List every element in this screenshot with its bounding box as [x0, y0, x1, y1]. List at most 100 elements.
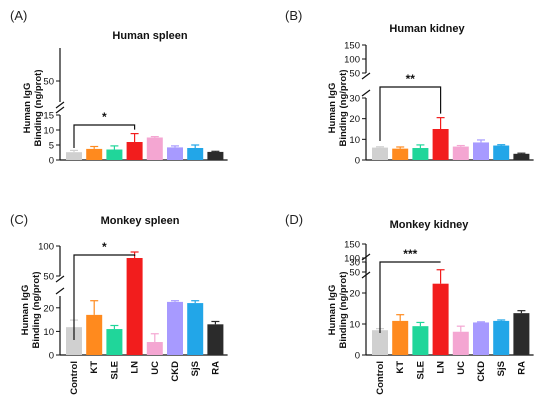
bar-control: [66, 152, 82, 160]
bar-kt: [86, 314, 103, 355]
x-tick-label: Control: [375, 361, 386, 395]
significance-marker: **: [406, 72, 416, 86]
y-axis-label-line2: Binding (ng/prot): [338, 271, 349, 348]
y-tick-label: 30: [349, 258, 360, 269]
panel-label: (C): [10, 212, 28, 227]
panel-title: Human spleen: [112, 30, 187, 42]
y-tick-label: 5: [49, 141, 54, 152]
panel-human-spleen: (A) Human spleen Human IgG Binding (ng/prot…: [10, 8, 228, 167]
bar-ra: [513, 313, 530, 355]
panel-title: Monkey spleen: [101, 215, 180, 227]
significance-bracket: [73, 254, 136, 340]
y-axis-label-line2: Binding (ng/prot): [338, 69, 349, 146]
y-tick-label: 0: [49, 156, 54, 167]
x-tick-label: SLE: [109, 361, 120, 379]
bar-control: [372, 330, 388, 355]
y-tick-label: 150: [344, 240, 360, 251]
bar-ln: [432, 129, 449, 160]
bar-sjs: [493, 145, 510, 160]
axis-break: [55, 275, 65, 295]
x-tick-label: SLE: [415, 361, 426, 379]
y-tick-label: 10: [349, 320, 360, 331]
y-tick-label: 50: [43, 77, 54, 88]
x-tick-label: CKD: [476, 361, 487, 382]
y-tick-label: 10: [349, 135, 360, 146]
significance-marker: *: [102, 240, 107, 254]
x-tick-label: KT: [89, 361, 100, 374]
y-axis-label-line1: Human IgG: [327, 83, 338, 134]
y-tick-label: 150: [344, 41, 360, 52]
bar-control: [66, 327, 82, 355]
bar-sjs: [187, 148, 204, 160]
bar-ckd: [473, 142, 489, 160]
x-tick-label: SjS: [496, 361, 507, 376]
bar-sjs: [187, 303, 204, 355]
significance-marker: *: [102, 110, 107, 124]
bar-ln: [432, 283, 449, 355]
panel-monkey-spleen: (C) Monkey spleen Human IgG Binding (ng/pro…: [10, 212, 228, 395]
axis-break: [361, 253, 371, 279]
x-tick-label: LN: [436, 361, 447, 374]
significance-marker: ***: [403, 247, 417, 261]
y-tick-label: 20: [349, 289, 360, 300]
y-axis-label-line1: Human IgG: [20, 285, 31, 336]
x-tick-label: KT: [395, 361, 406, 374]
bar-ckd: [167, 301, 183, 355]
panel-human-kidney: (B) Human kidney Human IgG Binding (ng/prot…: [285, 8, 534, 167]
bar-ln: [126, 258, 143, 355]
y-tick-label: 50: [349, 69, 360, 80]
axis-break: [55, 101, 65, 114]
y-axis-label-line1: Human IgG: [22, 83, 33, 134]
y-tick-label: 10: [43, 126, 54, 137]
y-axis-label-line1: Human IgG: [327, 285, 338, 336]
x-tick-label: UC: [456, 361, 467, 375]
y-axis-label-line2: Binding (ng/prot): [33, 69, 44, 146]
bar-sle: [412, 326, 429, 355]
panel-title: Monkey kidney: [390, 219, 470, 231]
y-tick-label: 50: [43, 272, 54, 283]
significance-bracket: [379, 261, 441, 333]
bar-uc: [452, 331, 469, 355]
bar-uc: [452, 146, 469, 160]
y-tick-label: 20: [43, 303, 54, 314]
x-tick-label: RA: [516, 361, 527, 375]
bar-sjs: [493, 320, 510, 355]
bar-sle: [412, 148, 429, 160]
panel-label: (A): [10, 8, 27, 23]
x-tick-label: CKD: [170, 361, 181, 382]
axis-break: [361, 72, 371, 97]
bar-uc: [146, 137, 163, 160]
y-tick-label: 0: [355, 351, 360, 362]
bar-ckd: [167, 147, 183, 160]
bar-ra: [207, 324, 224, 355]
y-tick-label: 50: [349, 268, 360, 279]
bar-sle: [106, 329, 123, 355]
panel-monkey-kidney: (D) Monkey kidney Human IgG Binding (ng/pro…: [285, 212, 534, 395]
bar-uc: [146, 342, 163, 355]
bar-ra: [207, 151, 224, 160]
bar-kt: [392, 148, 409, 160]
significance-bracket: [379, 86, 442, 141]
significance-bracket: [73, 124, 136, 148]
x-tick-label: Control: [69, 361, 80, 395]
bar-sle: [106, 149, 123, 160]
bar-kt: [86, 148, 103, 160]
bar-ckd: [473, 322, 489, 355]
y-tick-label: 0: [49, 351, 54, 362]
panel-label: (B): [285, 8, 302, 23]
y-tick-label: 0: [355, 156, 360, 167]
x-tick-label: RA: [210, 361, 221, 375]
y-tick-label: 15: [43, 111, 54, 122]
y-tick-label: 100: [344, 55, 360, 66]
y-tick-label: 20: [349, 114, 360, 125]
y-tick-label: 30: [349, 94, 360, 105]
y-tick-label: 10: [43, 327, 54, 338]
bar-ra: [513, 153, 530, 160]
y-axis-label-line2: Binding (ng/prot): [31, 271, 42, 348]
y-tick-label: 100: [344, 254, 360, 265]
x-tick-label: SjS: [190, 361, 201, 376]
x-tick-label: UC: [150, 361, 161, 375]
panel-title: Human kidney: [389, 23, 465, 35]
